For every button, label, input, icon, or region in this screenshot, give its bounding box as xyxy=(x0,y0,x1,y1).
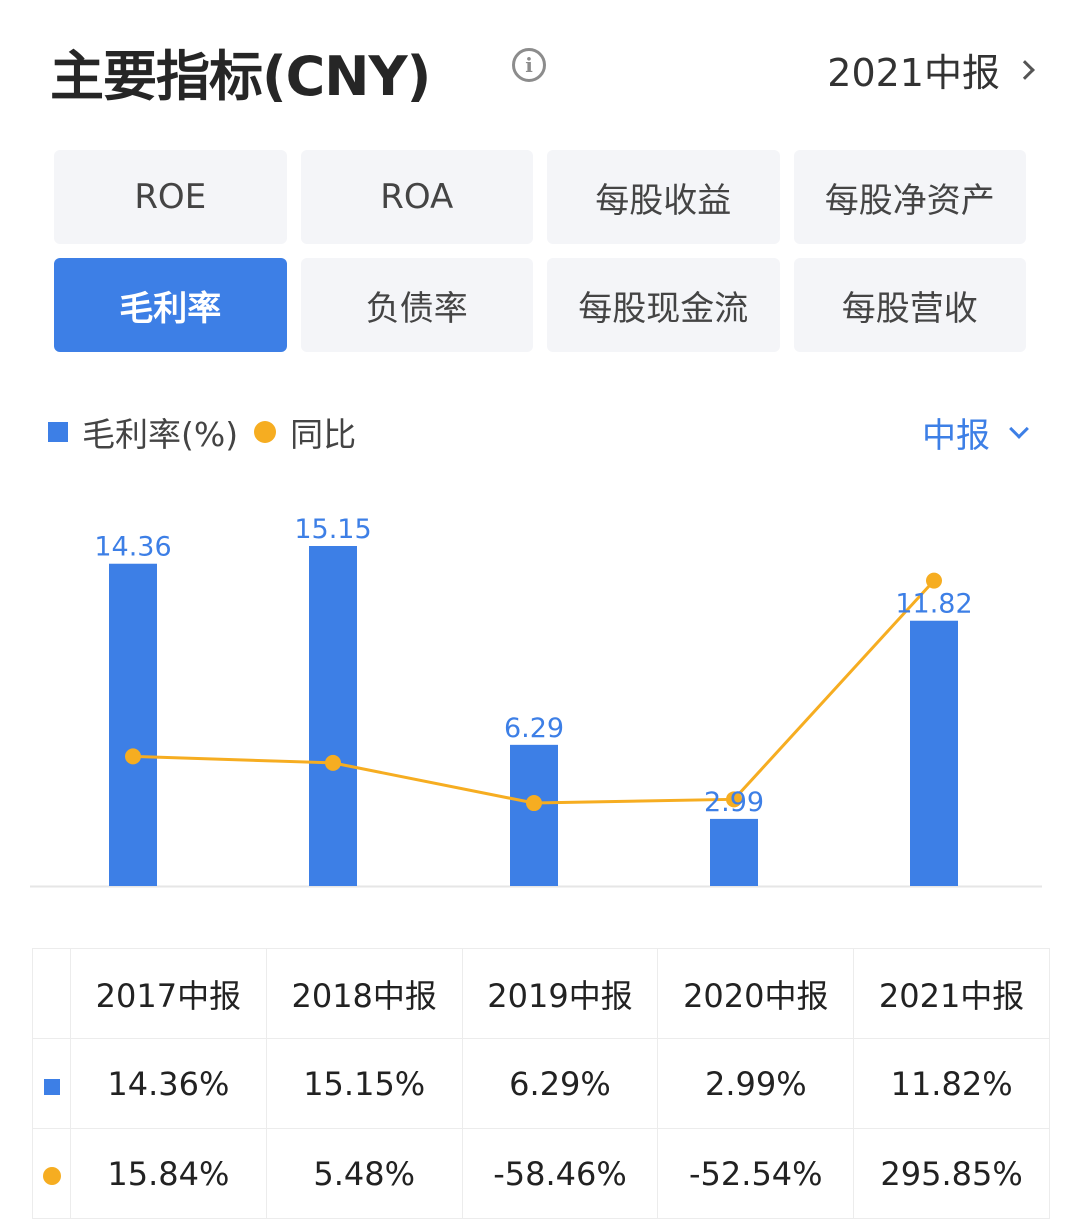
bar-value-label: 6.29 xyxy=(504,713,564,744)
tab-roa[interactable]: ROA xyxy=(300,150,533,244)
bar-2017中报 xyxy=(109,563,157,886)
chevron-down-icon xyxy=(1009,418,1029,439)
page-title: 主要指标(CNY) xyxy=(50,45,431,108)
bar-legend-swatch xyxy=(48,422,68,442)
line-legend-swatch xyxy=(254,421,277,443)
period-label: 2021中报 xyxy=(827,51,1000,95)
header: 主要指标(CNY) i 2021中报 xyxy=(50,28,1040,108)
tab-revenue-per-share[interactable]: 每股营收 xyxy=(793,258,1026,352)
bar-value-label: 2.99 xyxy=(704,787,764,818)
yoy-point-2018中报 xyxy=(325,754,341,771)
bar-legend-label: 毛利率(%) xyxy=(82,415,239,454)
info-icon[interactable]: i xyxy=(512,48,546,82)
tab-eps[interactable]: 每股收益 xyxy=(547,150,780,244)
table-cell: 15.15% xyxy=(265,1038,463,1129)
bar-2018中报 xyxy=(309,546,357,886)
yoy-point-2021中报 xyxy=(926,572,942,589)
table-cell: 2.99% xyxy=(657,1038,855,1129)
table-row-yoy: 15.84% 5.48% -58.46% -52.54% 295.85% xyxy=(32,1128,1050,1219)
table-header: 2021中报 xyxy=(853,948,1050,1039)
table-corner xyxy=(32,948,71,1039)
table-cell: 14.36% xyxy=(70,1038,267,1129)
table-header: 2018中报 xyxy=(265,948,463,1039)
table-header: 2017中报 xyxy=(70,948,267,1039)
period-dropdown[interactable]: 中报 xyxy=(922,408,1029,457)
row-marker xyxy=(32,1128,71,1219)
table-header: 2019中报 xyxy=(461,948,659,1039)
table-cell: 15.84% xyxy=(70,1128,267,1219)
chart-legend: 毛利率(%) 同比 xyxy=(48,408,356,456)
period-link[interactable]: 2021中报 xyxy=(827,42,1040,97)
bar-value-label: 14.36 xyxy=(94,532,171,563)
gross-margin-chart: 14.36 15.15 6.29 2.99 11.82 xyxy=(30,514,1042,888)
row-marker xyxy=(32,1038,71,1129)
bar-2020中报 xyxy=(710,818,758,886)
table-cell: -58.46% xyxy=(461,1128,659,1219)
table-cell: -52.54% xyxy=(657,1128,855,1219)
dot-marker-icon xyxy=(42,1166,61,1185)
square-marker-icon xyxy=(43,1078,60,1095)
yoy-point-2020中报 xyxy=(726,791,742,808)
tab-debt-ratio[interactable]: 负债率 xyxy=(300,258,533,352)
table-row-gross-margin: 14.36% 15.15% 6.29% 2.99% 11.82% xyxy=(32,1038,1050,1129)
period-dropdown-label: 中报 xyxy=(922,416,990,456)
tab-cashflow-per-share[interactable]: 每股现金流 xyxy=(547,258,780,352)
data-table: 2017中报 2018中报 2019中报 2020中报 2021中报 14.36… xyxy=(32,948,1050,1219)
line-legend-label: 同比 xyxy=(290,415,357,454)
chevron-right-icon xyxy=(1015,59,1035,80)
yoy-point-2017中报 xyxy=(125,748,141,765)
table-cell: 11.82% xyxy=(853,1038,1050,1129)
tab-roe[interactable]: ROE xyxy=(54,150,287,244)
table-cell: 5.48% xyxy=(265,1128,463,1219)
yoy-point-2019中报 xyxy=(526,795,542,812)
table-header: 2020中报 xyxy=(657,948,855,1039)
bar-2021中报 xyxy=(910,620,958,886)
bar-value-label: 11.82 xyxy=(895,589,972,620)
table-header-row: 2017中报 2018中报 2019中报 2020中报 2021中报 xyxy=(32,948,1050,1039)
tab-bvps[interactable]: 每股净资产 xyxy=(793,150,1026,244)
table-cell: 6.29% xyxy=(461,1038,659,1129)
table-cell: 295.85% xyxy=(853,1128,1050,1219)
tab-gross-margin[interactable]: 毛利率 xyxy=(54,258,287,352)
metric-tabs: ROE ROA 每股收益 每股净资产 毛利率 负债率 每股现金流 每股营收 xyxy=(54,150,1026,352)
bar-2019中报 xyxy=(510,744,558,886)
bar-value-label: 15.15 xyxy=(294,514,371,545)
